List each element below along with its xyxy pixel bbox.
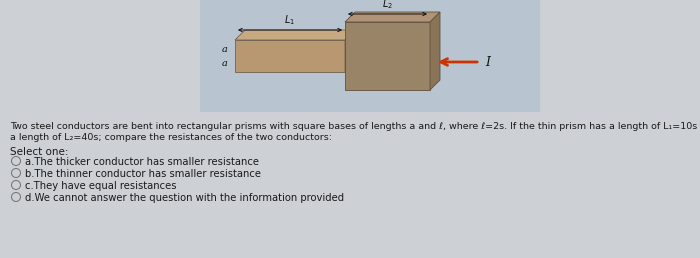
Polygon shape (345, 30, 355, 72)
Polygon shape (235, 40, 345, 72)
Text: I: I (485, 55, 490, 69)
Text: a length of L₂=40s; compare the resistances of the two conductors:: a length of L₂=40s; compare the resistan… (10, 133, 332, 142)
Polygon shape (235, 30, 355, 40)
Text: a.The thicker conductor has smaller resistance: a.The thicker conductor has smaller resi… (25, 157, 259, 167)
Text: c.They have equal resistances: c.They have equal resistances (25, 181, 176, 191)
Text: a: a (222, 45, 228, 54)
Text: d.We cannot answer the question with the information provided: d.We cannot answer the question with the… (25, 193, 344, 203)
Polygon shape (345, 12, 440, 22)
Polygon shape (430, 12, 440, 90)
Text: b.The thinner conductor has smaller resistance: b.The thinner conductor has smaller resi… (25, 169, 261, 179)
Text: Two steel conductors are bent into rectangular prisms with square bases of lengt: Two steel conductors are bent into recta… (10, 122, 700, 131)
Polygon shape (345, 22, 430, 90)
Text: $L_2$: $L_2$ (382, 0, 393, 11)
Text: $L_1$: $L_1$ (284, 13, 295, 27)
Text: Select one:: Select one: (10, 147, 69, 157)
Bar (200, 0, 540, 112)
Text: a: a (222, 60, 228, 69)
